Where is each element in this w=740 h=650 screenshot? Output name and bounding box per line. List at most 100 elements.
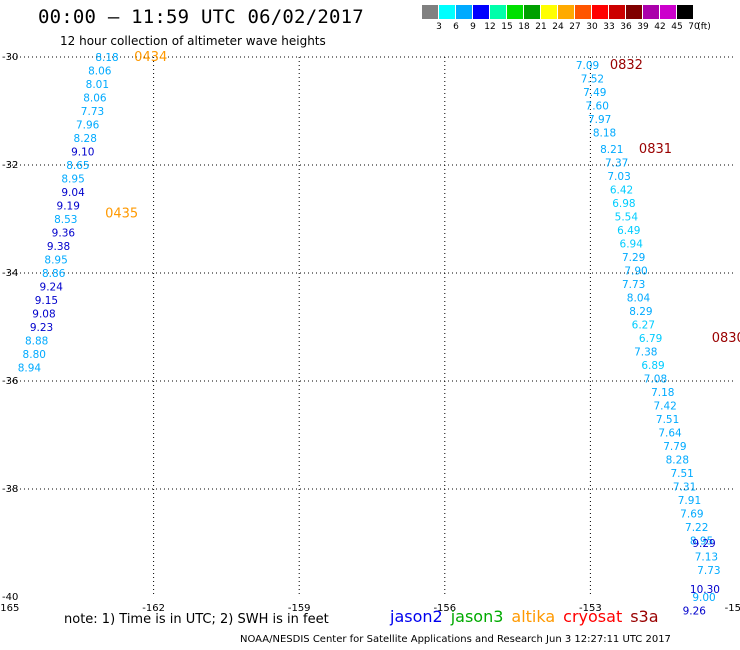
pass-time-label: 0435: [105, 207, 138, 222]
wave-height-value: 6.79: [639, 333, 662, 345]
wave-height-value: 9.15: [35, 295, 58, 307]
lon-tick-label: -162: [142, 603, 165, 614]
pass-time-label: 0831: [639, 142, 672, 157]
color-swatch: [524, 5, 541, 19]
wave-height-value: 9.19: [57, 201, 80, 213]
wave-height-value: 7.90: [624, 265, 647, 277]
pass-time-label: 0434: [134, 50, 167, 65]
wave-height-value: 7.73: [622, 279, 645, 291]
wave-height-value: 9.04: [61, 187, 85, 199]
satellite-legend-jason2: jason2: [390, 607, 443, 626]
wave-height-value: 7.38: [634, 346, 657, 358]
lon-tick-label: -156: [433, 603, 456, 614]
color-scale-label: 3: [436, 22, 442, 32]
wave-height-value: 9.00: [692, 592, 715, 604]
lat-tick-label: -36: [2, 376, 18, 387]
wave-height-value: 8.53: [54, 214, 77, 226]
wave-height-value: 9.10: [71, 147, 94, 159]
wave-height-value: 7.52: [581, 74, 604, 86]
wave-height-value: 7.18: [651, 387, 674, 399]
wave-height-value: 8.18: [95, 52, 118, 64]
lon-tick-label: -165: [0, 603, 19, 614]
color-scale-label: 18: [518, 22, 530, 32]
color-swatch: [490, 5, 507, 19]
color-scale-label: 15: [501, 22, 513, 32]
lat-tick-label: -30: [2, 52, 18, 63]
color-swatch: [507, 5, 524, 19]
wave-height-value: 6.49: [617, 225, 640, 237]
color-scale-label: 27: [569, 22, 581, 32]
wave-height-value: 9.23: [30, 322, 53, 334]
color-swatch: [439, 5, 456, 19]
lat-tick-label: -34: [2, 268, 18, 279]
wave-height-value: 7.08: [644, 373, 667, 385]
wave-height-value: 9.36: [52, 228, 76, 240]
wave-height-value: 9.08: [32, 309, 55, 321]
wave-height-value: 6.94: [620, 238, 644, 250]
wave-height-value: 6.98: [612, 198, 635, 210]
wave-height-value: 7.91: [678, 495, 701, 507]
color-scale-label: 45: [671, 22, 683, 32]
wave-height-value: 8.95: [44, 255, 67, 267]
wave-height-value: 8.95: [690, 535, 713, 547]
wave-height-value: 9.26: [683, 606, 707, 618]
wave-height-value: 7.22: [685, 522, 708, 534]
wave-height-value: 7.96: [76, 120, 100, 132]
satellite-legend-s3a: s3a: [630, 607, 659, 626]
wave-height-value: 8.01: [86, 79, 109, 91]
wave-height-value: 8.88: [25, 336, 48, 348]
wave-height-value: 8.94: [18, 363, 42, 375]
color-scale-unit: (ft): [697, 22, 711, 32]
color-scale-label: 70: [688, 22, 700, 32]
color-swatch: [643, 5, 660, 19]
wave-height-value: 7.49: [583, 87, 606, 99]
wave-height-value: 8.28: [666, 454, 689, 466]
color-scale-label: 21: [535, 22, 547, 32]
wave-height-value: 7.60: [586, 101, 609, 113]
lon-tick-label: -153: [579, 603, 602, 614]
color-scale-label: 6: [453, 22, 459, 32]
wave-height-value: 8.80: [23, 349, 46, 361]
wave-height-value: 7.29: [622, 252, 645, 264]
color-swatch: [422, 5, 439, 19]
pass-time-label: 0830: [712, 331, 740, 346]
color-swatch: [558, 5, 575, 19]
lon-tick-label: -150: [725, 603, 740, 614]
wave-height-value: 8.06: [88, 66, 112, 78]
pass-time-label: 0832: [610, 58, 643, 73]
wave-height-value: 7.79: [663, 441, 686, 453]
wave-height-value: 8.65: [66, 160, 89, 172]
color-swatch: [541, 5, 558, 19]
satellite-legend: jason2 jason3 altika cryosat s3a: [390, 607, 667, 626]
wave-height-value: 7.69: [680, 508, 703, 520]
wave-height-value: 7.31: [673, 481, 696, 493]
note-text: note: 1) Time is in UTC; 2) SWH is in fe…: [64, 612, 329, 627]
wave-height-value: 9.29: [692, 538, 715, 550]
color-swatch: [456, 5, 473, 19]
lon-tick-label: -159: [288, 603, 311, 614]
color-scale-label: 42: [654, 22, 666, 32]
color-swatch: [660, 5, 677, 19]
color-scale-label: 12: [484, 22, 496, 32]
wave-height-value: 7.37: [605, 157, 628, 169]
wave-height-value: 7.73: [81, 106, 104, 118]
lat-tick-label: -40: [2, 592, 18, 603]
wave-height-value: 8.29: [629, 306, 652, 318]
wave-height-value: 7.51: [656, 414, 679, 426]
satellite-legend-altika: altika: [511, 607, 556, 626]
wave-height-value: 7.03: [607, 171, 630, 183]
color-swatch: [473, 5, 490, 19]
wave-height-value: 6.27: [632, 319, 655, 331]
color-swatch: [592, 5, 609, 19]
wave-height-value: 7.64: [658, 427, 682, 439]
page-subtitle: 12 hour collection of altimeter wave hei…: [60, 34, 326, 48]
color-scale-label: 9: [470, 22, 476, 32]
wave-height-value: 5.54: [615, 211, 639, 223]
wave-height-value: 7.97: [588, 114, 611, 126]
color-swatch: [626, 5, 643, 19]
color-swatch: [677, 5, 694, 19]
wave-height-value: 9.38: [47, 241, 70, 253]
wave-height-value: 10.30: [690, 584, 720, 596]
wave-height-value: 8.06: [83, 93, 107, 105]
